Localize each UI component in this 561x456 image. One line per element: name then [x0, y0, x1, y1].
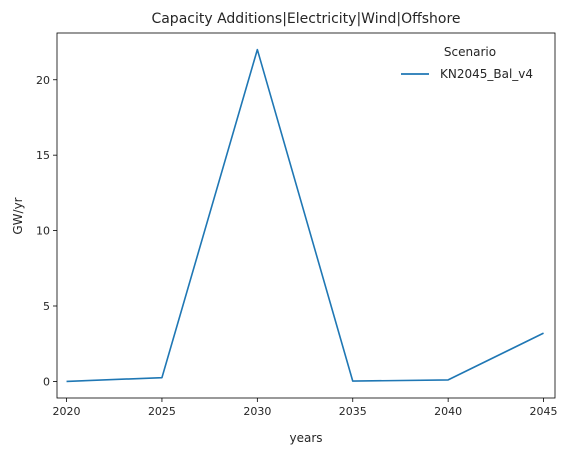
x-axis-label: years: [289, 431, 322, 445]
x-tick-label: 2025: [148, 405, 176, 418]
x-tick-label: 2035: [339, 405, 367, 418]
y-tick-label: 20: [36, 74, 50, 87]
y-tick-label: 0: [43, 375, 50, 388]
legend-title: Scenario: [444, 45, 496, 59]
y-axis-label: GW/yr: [11, 197, 25, 234]
series-layer: [66, 48, 544, 383]
y-tick-label: 15: [36, 149, 50, 162]
series-line-kn2045-bal-v4: [66, 48, 544, 383]
plot-area: 2020 2025 2030 2035 2040 2045 0 5 10 15 20: [36, 32, 558, 418]
chart-title: Capacity Additions|Electricity|Wind|Offs…: [151, 11, 460, 27]
legend: Scenario KN2045_Bal_v4: [401, 45, 533, 81]
x-axis: 2020 2025 2030 2035 2040 2045: [53, 398, 558, 418]
y-axis: 0 5 10 15 20: [36, 74, 57, 388]
x-tick-label: 2045: [530, 405, 558, 418]
y-tick-label: 10: [36, 225, 50, 238]
y-tick-label: 5: [43, 300, 50, 313]
legend-label-kn2045-bal-v4: KN2045_Bal_v4: [440, 67, 533, 81]
x-tick-label: 2040: [434, 405, 462, 418]
plot-frame: [56, 32, 556, 399]
x-tick-label: 2020: [53, 405, 81, 418]
x-tick-label: 2030: [243, 405, 271, 418]
